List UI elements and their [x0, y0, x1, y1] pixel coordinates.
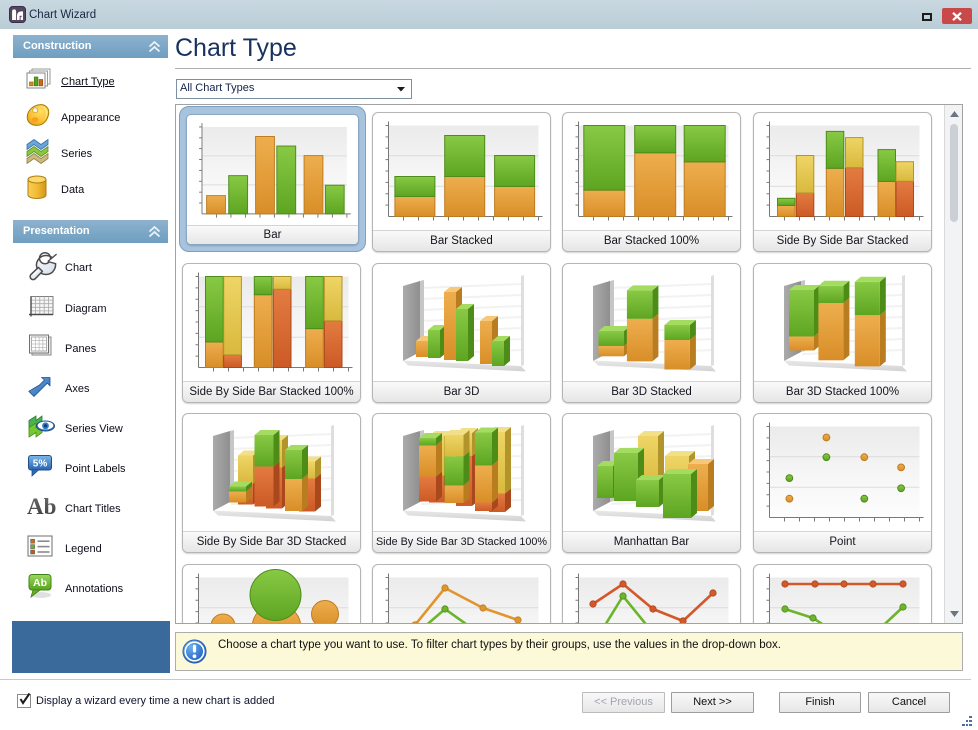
svg-text:5%: 5%: [33, 458, 48, 469]
svg-text:Ab: Ab: [27, 494, 56, 518]
svg-text:Ab: Ab: [33, 577, 47, 589]
